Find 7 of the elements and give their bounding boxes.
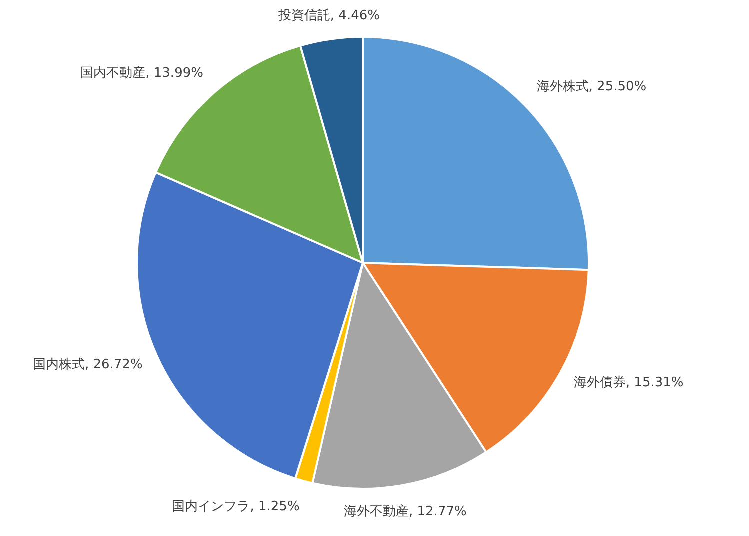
- slice-label: 国内株式, 26.72%: [32, 357, 143, 372]
- slice-label: 国内不動産, 13.99%: [80, 65, 204, 82]
- slice-label: 投資信託, 4.46%: [277, 8, 380, 24]
- slice-label: 海外債券, 15.31%: [574, 376, 684, 391]
- slice-label: 海外株式, 25.50%: [536, 80, 647, 95]
- slice-label: 海外不動産, 12.77%: [344, 503, 467, 520]
- slice-label: 国内インフラ, 1.25%: [172, 500, 300, 515]
